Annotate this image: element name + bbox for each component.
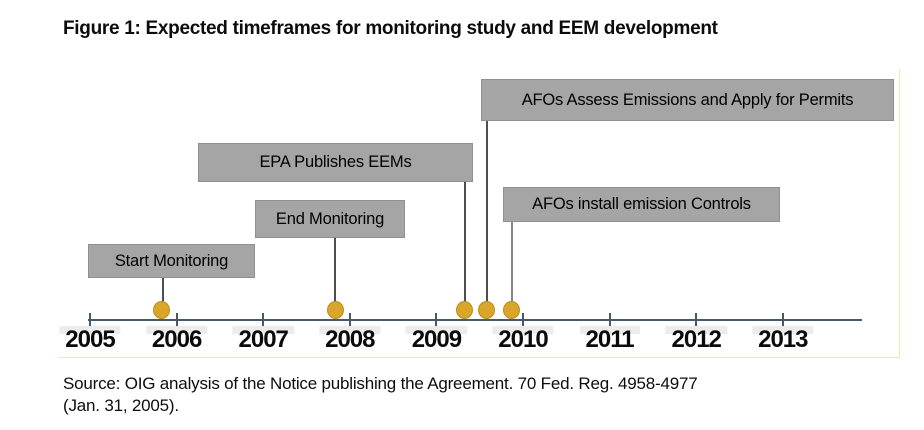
event-label-end-monitoring: End Monitoring [275,209,385,228]
event-box-afos-assess: AFOs Assess Emissions and Apply for Perm… [481,79,894,121]
event-box-afos-install: AFOs install emission Controls [503,187,780,222]
event-box-epa-publishes: EPA Publishes EEMs [198,143,473,182]
connector-end-monitoring [334,237,336,302]
year-label-2009: 2009 [405,326,468,353]
event-marker-1 [326,301,344,319]
figure-title: Figure 1: Expected timeframes for monito… [63,18,718,39]
event-marker-4 [503,301,521,319]
year-label-2008: 2008 [319,326,381,353]
event-marker-3 [478,301,496,319]
event-label-afos-assess: AFOs Assess Emissions and Apply for Perm… [521,90,854,109]
source-line-1: Source: OIG analysis of the Notice publi… [63,374,698,393]
event-marker-0 [153,301,171,319]
source-note: Source: OIG analysis of the Notice publi… [63,373,698,417]
figure-frame [58,69,900,358]
axis-tick-2010 [522,313,524,326]
event-marker-2 [456,301,474,319]
year-label-2006: 2006 [145,326,208,353]
year-label-2013: 2013 [752,326,814,353]
connector-afos-assess [486,120,488,302]
axis-tick-2009 [435,313,438,326]
axis-tick-2011 [608,313,611,326]
axis-tick-2005 [89,313,91,326]
axis-tick-2012 [695,313,698,326]
event-box-end-monitoring: End Monitoring [255,200,405,238]
event-label-start-monitoring: Start Monitoring [114,251,229,270]
connector-start-monitoring [162,277,164,302]
axis-tick-2008 [348,313,351,326]
event-label-afos-install: AFOs install emission Controls [532,195,751,213]
event-label-epa-publishes: EPA Publishes EEMs [259,153,412,171]
year-label-2012: 2012 [665,326,727,353]
axis-tick-2007 [262,313,265,326]
connector-epa-publishes [464,181,466,302]
axis-tick-2006 [175,313,178,326]
year-label-2011: 2011 [579,326,640,353]
source-line-2: (Jan. 31, 2005). [63,396,179,415]
connector-afos-install [511,221,513,302]
event-box-start-monitoring: Start Monitoring [88,244,255,278]
year-label-2010: 2010 [492,326,554,353]
timeline-axis [88,319,862,321]
year-label-2007: 2007 [232,326,294,353]
axis-tick-2013 [781,313,784,326]
year-label-2005: 2005 [59,326,121,353]
